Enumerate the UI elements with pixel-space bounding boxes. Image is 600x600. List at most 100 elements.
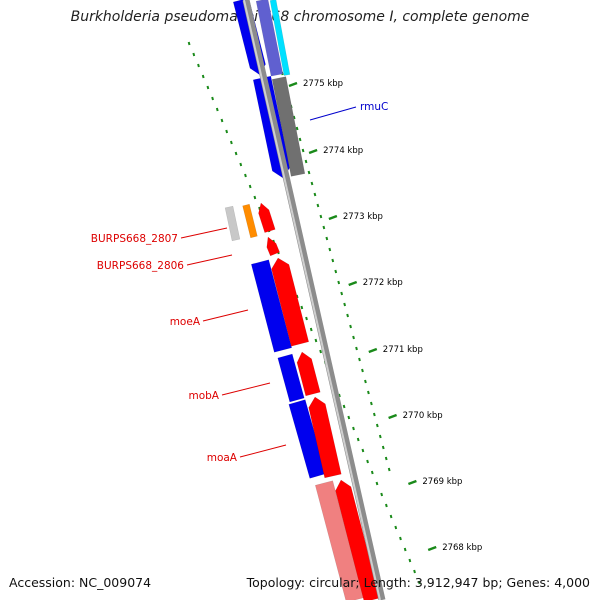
minor-tick-outer [253, 195, 257, 200]
minor-tick-outer [314, 338, 318, 343]
minor-tick-outer [375, 481, 379, 486]
gene-features[interactable] [224, 0, 381, 600]
gene-label: rmuC [360, 101, 388, 113]
genome-summary: Topology: circular; Length: 3,912,947 bp… [246, 575, 590, 590]
minor-tick-outer [366, 459, 369, 464]
minor-tick-outer [187, 41, 191, 46]
minor-tick-inner [352, 335, 355, 340]
gene-label: mobA [188, 390, 219, 402]
minor-tick-inner [384, 456, 388, 461]
label-leader-line [180, 227, 228, 239]
backbone-highlight [243, 0, 381, 600]
minor-tick-outer [417, 580, 421, 585]
forward-cds [258, 202, 276, 233]
minor-tick-inner [370, 401, 373, 406]
minor-tick-outer [370, 470, 374, 475]
major-tick [388, 413, 398, 420]
minor-tick-inner [381, 445, 385, 450]
reverse-cds [277, 353, 305, 403]
minor-tick-outer [248, 184, 252, 189]
minor-tick-outer [225, 129, 229, 134]
minor-tick-inner [295, 126, 299, 131]
minor-tick-outer [408, 558, 412, 563]
major-tick [348, 280, 358, 287]
label-leader-line [239, 444, 287, 458]
gene-label: moaA [207, 452, 238, 464]
minor-tick-outer [300, 305, 304, 310]
other-gene [271, 76, 306, 177]
map-title: Burkholderia pseudomallei 668 chromosome… [70, 9, 530, 25]
misc-feature [242, 203, 258, 239]
minor-tick-inner [337, 280, 341, 285]
minor-tick-inner [292, 115, 296, 120]
minor-tick-outer [394, 525, 398, 530]
forward-cds [308, 396, 342, 479]
minor-tick-outer [234, 151, 238, 156]
major-tick [368, 347, 378, 354]
reverse-cds [255, 0, 284, 77]
minor-tick-outer [361, 448, 365, 453]
minor-tick-outer [197, 63, 200, 68]
minor-tick-inner [375, 423, 379, 428]
minor-tick-inner [343, 302, 347, 307]
minor-tick-outer [356, 437, 360, 442]
forward-cds [296, 351, 321, 397]
minor-tick-outer [319, 349, 322, 354]
minor-tick-inner [346, 313, 349, 318]
minor-tick-inner [325, 236, 329, 241]
backbone-ring [242, 0, 386, 600]
minor-tick-inner [322, 225, 326, 230]
label-leader-line [309, 106, 357, 121]
minor-tick-inner [313, 192, 317, 197]
label-leader-line [186, 254, 233, 266]
forward-cds [266, 236, 280, 257]
tick-label: 2770 kbp [403, 411, 443, 421]
minor-tick-inner [387, 467, 391, 472]
minor-tick-inner [361, 368, 364, 373]
minor-tick-outer [239, 162, 243, 167]
backbone-line [242, 0, 386, 600]
minor-tick-outer [305, 316, 308, 321]
minor-tick-inner [349, 324, 352, 329]
minor-tick-inner [307, 170, 311, 175]
minor-tick-outer [338, 393, 341, 398]
minor-tick-outer [230, 140, 233, 145]
minor-tick-outer [380, 492, 384, 497]
minor-tick-inner [355, 346, 358, 351]
reverse-cds [250, 259, 293, 353]
minor-tick-inner [358, 357, 361, 362]
tick-label: 2773 kbp [343, 212, 383, 222]
major-tick [288, 81, 298, 88]
minor-tick-inner [372, 412, 376, 417]
gene-labels: rmuC BURPS668_2807 BURPS668_2806 moeA mobA mo… [91, 101, 389, 464]
tick-label: 2768 kbp [442, 543, 482, 553]
minor-tick-inner [298, 137, 302, 142]
minor-tick-outer [215, 107, 219, 112]
other-gene [224, 205, 241, 242]
minor-tick-outer [403, 547, 407, 552]
minor-tick-outer [342, 404, 346, 409]
minor-tick-inner [316, 203, 320, 208]
minor-tick-outer [206, 85, 210, 90]
minor-tick-inner [304, 159, 308, 164]
minor-tick-inner [310, 181, 314, 186]
label-leader-line [221, 382, 271, 396]
major-tick [427, 545, 437, 552]
gene-label: BURPS668_2807 [91, 233, 178, 245]
major-ticks: 2775 kbp 2774 kbp 2773 kbp 2772 kbp 2771 kbp… [288, 79, 482, 553]
minor-tick-outer [413, 569, 416, 574]
minor-tick-inner [334, 269, 338, 274]
gene-label: BURPS668_2806 [97, 260, 185, 272]
minor-tick-outer [201, 74, 205, 79]
minor-tick-inner [319, 214, 323, 219]
major-tick [308, 148, 318, 155]
accession-text: Accession: NC_009074 [9, 575, 152, 590]
tick-label: 2774 kbp [323, 146, 363, 156]
minor-tick-outer [347, 415, 351, 420]
minor-tick-outer [399, 536, 402, 541]
minor-tick-inner [340, 291, 344, 296]
minor-tick-inner [378, 434, 382, 439]
minor-tick-outer [220, 118, 224, 123]
minor-tick-inner [301, 148, 305, 153]
